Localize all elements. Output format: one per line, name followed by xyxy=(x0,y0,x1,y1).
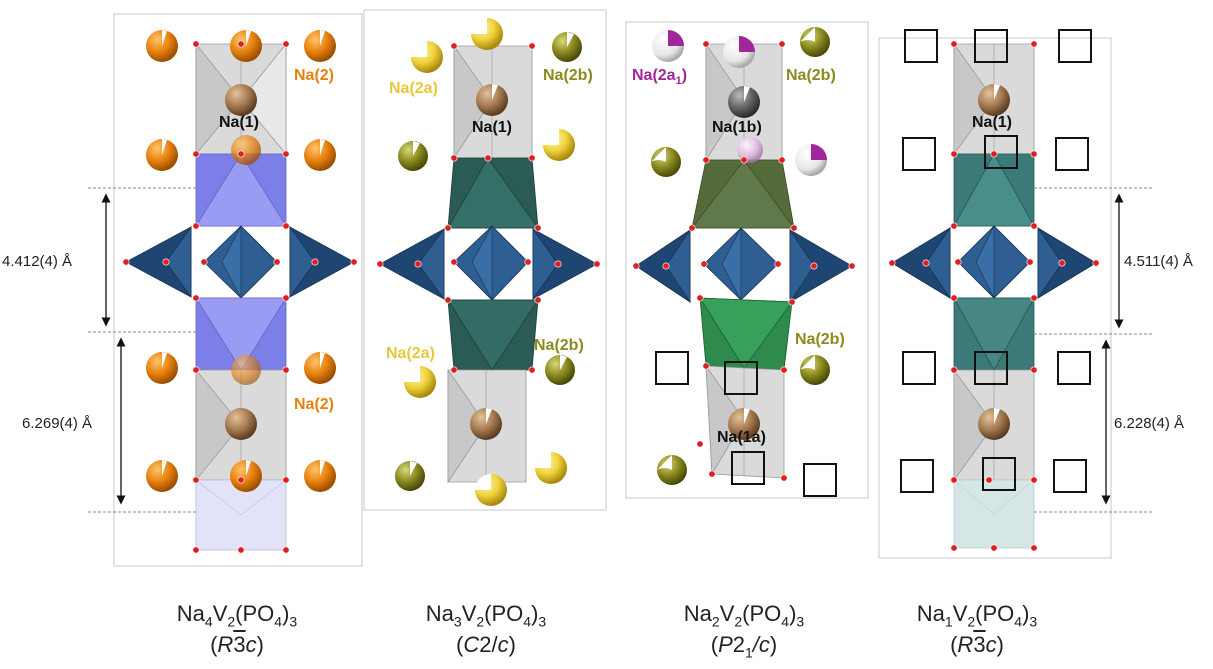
na1-atoms xyxy=(728,86,760,440)
dimension-lower: 6.269(4) Å xyxy=(22,415,92,432)
vo6-octahedron xyxy=(447,299,539,371)
space-group-na3: (C2/c) xyxy=(456,631,516,657)
dimension-upper: 4.412(4) Å xyxy=(2,253,72,270)
oxygen-atoms xyxy=(376,42,601,374)
space-group-na2: (P21/c) xyxy=(710,631,778,661)
dimension-markers xyxy=(88,187,196,513)
label-na2a1-sub: 1 xyxy=(676,75,682,87)
oxygen-atoms xyxy=(888,40,1100,552)
label-na2b-bottom: Na(2b) xyxy=(795,331,845,348)
dimension-markers xyxy=(1034,187,1154,513)
na1-atoms xyxy=(470,84,508,440)
vo6-octahedron xyxy=(953,297,1035,371)
po4-tetrahedra xyxy=(379,224,598,301)
po4-tetrahedra xyxy=(125,225,355,299)
panel-na1: Na(1) 4.511(4) Å 6.228(4) Å xyxy=(878,29,1193,559)
vacancy-squares xyxy=(900,29,1092,493)
vo6-octahedron xyxy=(447,157,539,229)
label-na1: Na(1) xyxy=(972,114,1012,131)
oxygen-atoms xyxy=(632,40,856,482)
label-na2b-bottom: Na(2b) xyxy=(534,337,584,354)
label-na1a: Na(1a) xyxy=(717,429,766,446)
label-na2-bottom: Na(2) xyxy=(294,396,334,413)
panel-na3: Na(2a) Na(2b) Na(1) Na(2a) Na(2b) xyxy=(363,9,607,511)
label-na2b-top: Na(2b) xyxy=(543,67,593,84)
vo6-octahedron xyxy=(195,153,287,227)
label-na1: Na(1) xyxy=(219,114,259,131)
na2b-atoms xyxy=(651,27,830,485)
panel-na2: Na(2a1) Na(2b) Na(1b) Na(2b) Na(1a) xyxy=(625,21,869,499)
space-group-na1: (R3c) xyxy=(950,631,1004,657)
formula-na2: Na2V2(PO4)3 (P21/c) xyxy=(634,600,854,662)
na2-atoms xyxy=(146,30,336,492)
label-na2a1: Na(2a1) xyxy=(632,67,687,87)
label-na2a-bottom: Na(2a) xyxy=(386,345,435,362)
vo6-octahedron xyxy=(953,153,1035,227)
dimension-upper: 4.511(4) Å xyxy=(1124,253,1193,270)
na2a-atoms xyxy=(404,18,575,506)
vo6-octahedron xyxy=(699,297,793,371)
label-na2-top: Na(2) xyxy=(294,67,334,84)
formula-na3: Na3V2(PO4)3 (C2/c) xyxy=(376,600,596,658)
formula-na4: Na4V2(PO4)3 (R3c) xyxy=(127,600,347,658)
po4-tetrahedra xyxy=(635,227,853,304)
oxygen-atoms xyxy=(122,40,358,554)
label-na1b: Na(1b) xyxy=(712,119,762,136)
po4-tetrahedra xyxy=(891,225,1097,300)
label-na2b-top: Na(2b) xyxy=(786,67,836,84)
label-na2a-top: Na(2a) xyxy=(389,80,438,97)
dimension-lower: 6.228(4) Å xyxy=(1114,415,1184,432)
label-na2a1-main: Na(2a xyxy=(632,67,676,84)
formula-na1: Na1V2(PO4)3 (R3c) xyxy=(867,600,1087,658)
nao6-polyhedron xyxy=(195,368,287,551)
vo6-octahedron xyxy=(195,297,287,371)
label-na1: Na(1) xyxy=(472,119,512,136)
space-group-na4: (R3c) xyxy=(210,631,264,657)
na2b-atoms xyxy=(395,32,582,491)
vo6-octahedron xyxy=(691,159,795,229)
label-na2a1-close: ) xyxy=(682,67,687,84)
vacancy-squares xyxy=(655,351,837,497)
panel-na4: Na(2) Na(1) Na(2) 4.412(4) Å 6.269(4) Å xyxy=(2,13,363,567)
na1-atoms xyxy=(978,84,1010,440)
na1-atoms xyxy=(225,84,257,440)
na2a1-atoms xyxy=(652,30,827,176)
